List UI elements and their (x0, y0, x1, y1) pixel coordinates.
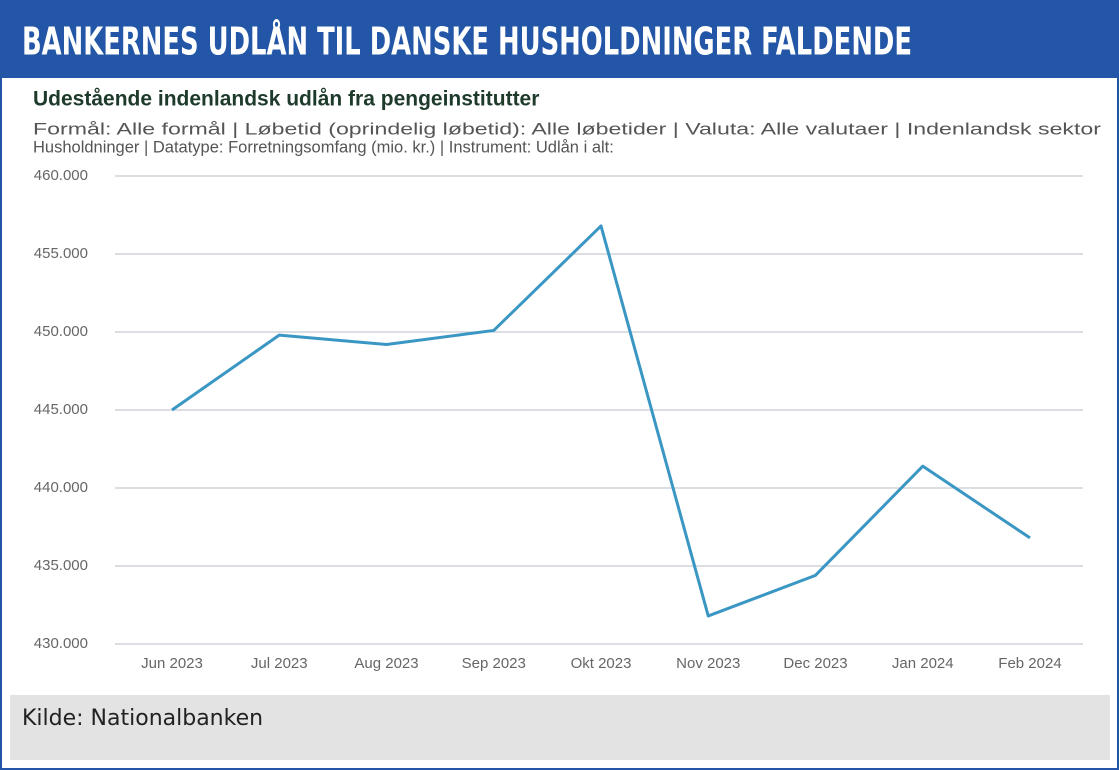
y-tick-label: 455.000 (34, 245, 88, 262)
footer-bar (10, 695, 1110, 760)
x-tick-label: Feb 2024 (998, 655, 1061, 672)
y-tick-label: 450.000 (34, 323, 88, 340)
header-bar (0, 0, 1119, 78)
x-tick-label: Jul 2023 (251, 655, 308, 672)
chart-subtitle: Formål: Alle formål | Løbetid (oprindeli… (33, 120, 1102, 138)
y-tick-label: 430.000 (34, 635, 88, 652)
y-tick-label: 445.000 (34, 401, 88, 418)
x-tick-label: Nov 2023 (676, 655, 740, 672)
plot: 430.000 435.000 440.000 445.000 450.000 455.0… (34, 167, 1083, 672)
chart-title: Udestående indenlandsk udlån fra pengein… (33, 88, 539, 111)
header-title: BANKERNES UDLÅN TIL DANSKE HUSHOLDNINGER… (22, 20, 912, 64)
x-tick-label: Jun 2023 (141, 655, 203, 672)
y-tick-label: 460.000 (34, 167, 88, 184)
x-tick-label: Aug 2023 (354, 655, 418, 672)
x-tick-label: Okt 2023 (571, 655, 632, 672)
y-tick-label: 440.000 (34, 479, 88, 496)
x-tick-label: Sep 2023 (462, 655, 526, 672)
x-tick-label: Dec 2023 (783, 655, 847, 672)
chart-subtitle: Husholdninger | Datatype: Forretningsomf… (33, 138, 614, 156)
y-tick-label: 435.000 (34, 557, 88, 574)
x-tick-label: Jan 2024 (892, 655, 954, 672)
data-line (171, 224, 1031, 618)
source: Kilde: Nationalbanken (22, 706, 263, 731)
